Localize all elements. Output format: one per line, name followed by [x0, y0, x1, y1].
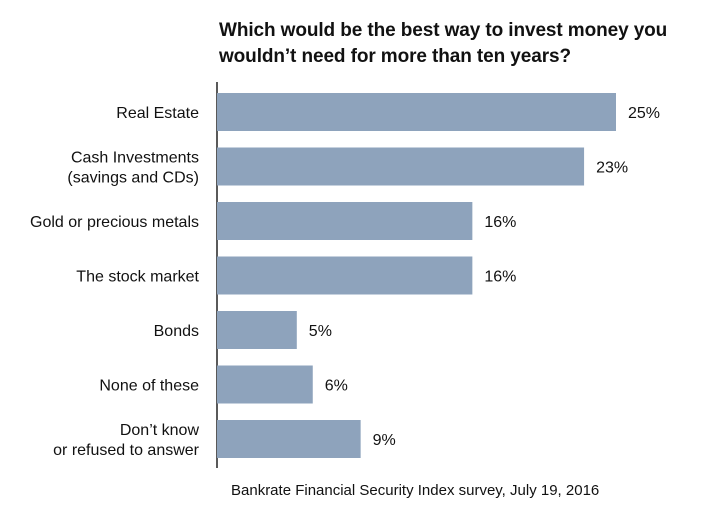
value-label-5: 6% — [325, 378, 348, 395]
category-label-0: Real Estate — [116, 105, 199, 122]
chart-title: Which would be the best way to invest mo… — [219, 20, 668, 67]
category-label-line: Real Estate — [116, 105, 199, 122]
category-label-4: Bonds — [154, 323, 199, 340]
category-label-1: Cash Investments (savings and CDs) — [67, 150, 199, 187]
value-label-0: 25% — [628, 105, 660, 122]
category-label-line: The stock market — [76, 269, 199, 286]
bar-3 — [217, 256, 473, 295]
category-label-line: Gold or precious metals — [30, 214, 199, 231]
category-label-line: Cash Investments — [71, 150, 199, 167]
category-label-6: Don’t know or refused to answer — [53, 422, 200, 459]
bar-6 — [217, 420, 361, 458]
bars-layer: 25% Real Estate 23% Cash Investments (saving… — [30, 93, 660, 459]
bar-5 — [217, 365, 313, 404]
category-label-line: Don’t know — [120, 422, 200, 439]
value-label-2: 16% — [484, 214, 516, 231]
category-label-line: Bonds — [154, 323, 199, 340]
source-note: Bankrate Financial Security Index survey… — [231, 482, 600, 499]
value-label-4: 5% — [309, 323, 332, 340]
value-label-6: 9% — [373, 432, 396, 449]
category-label-5: None of these — [99, 378, 199, 395]
category-label-line: (savings and CDs) — [67, 170, 199, 187]
bar-0 — [217, 93, 616, 131]
category-label-line: or refused to answer — [53, 442, 200, 459]
bar-4 — [217, 311, 297, 349]
category-label-3: The stock market — [76, 269, 199, 286]
category-label-line: None of these — [99, 378, 199, 395]
category-label-2: Gold or precious metals — [30, 214, 199, 231]
bar-2 — [217, 202, 473, 240]
bar-1 — [217, 147, 585, 186]
value-label-1: 23% — [596, 160, 628, 177]
value-label-3: 16% — [484, 269, 516, 286]
